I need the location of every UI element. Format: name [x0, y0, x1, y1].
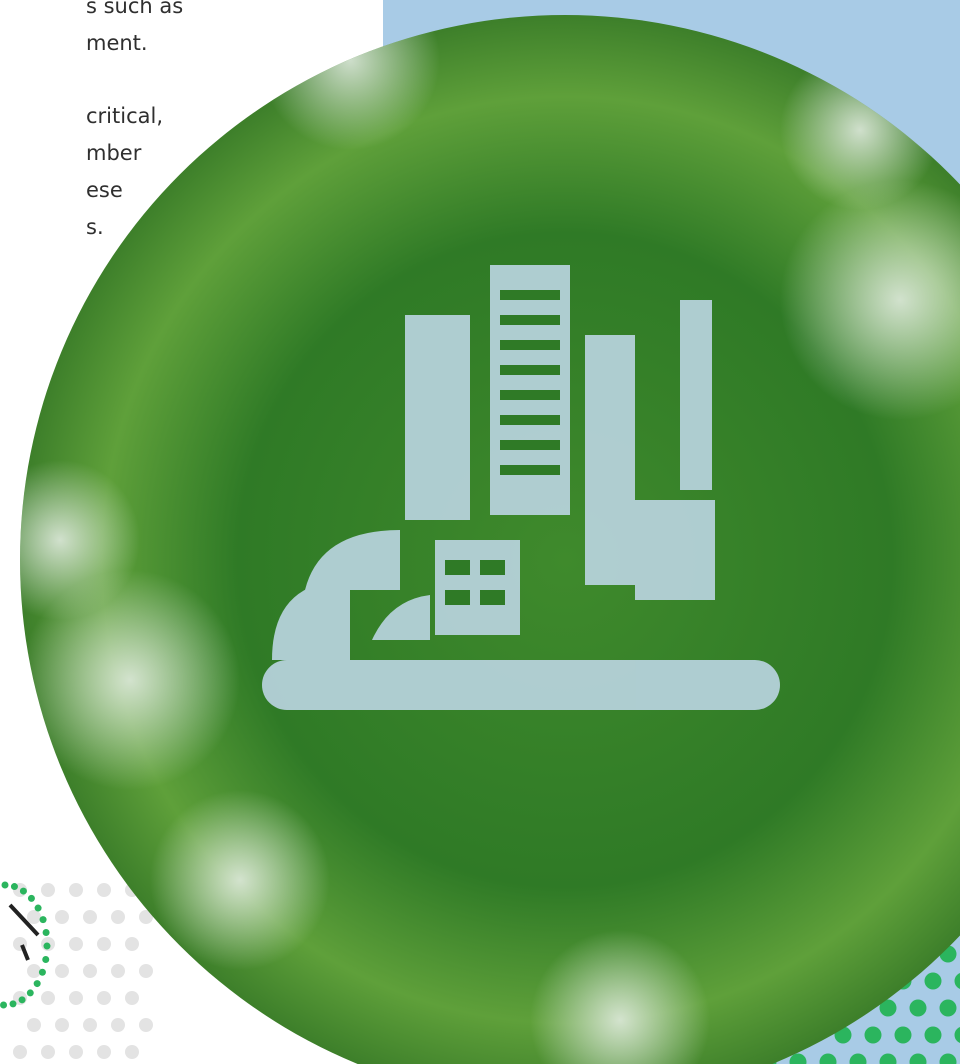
text-line: mber — [86, 141, 142, 165]
dot — [97, 883, 111, 897]
gray-dots — [13, 883, 153, 1059]
dot — [111, 910, 125, 924]
dot — [954, 973, 960, 989]
dot — [939, 1053, 957, 1064]
dot — [789, 1053, 807, 1064]
dot — [34, 904, 42, 912]
dot — [69, 991, 83, 1005]
dot — [69, 1045, 83, 1059]
text-line: ese — [86, 178, 123, 202]
dot — [27, 894, 35, 902]
dot — [139, 910, 153, 924]
dot — [83, 910, 97, 924]
dot — [19, 887, 27, 895]
badge-icon — [0, 881, 51, 1009]
dot — [69, 883, 83, 897]
dot — [55, 1018, 69, 1032]
dot — [38, 968, 46, 976]
dot — [97, 937, 111, 951]
dot — [125, 937, 139, 951]
dot — [9, 1000, 17, 1008]
dot — [0, 1001, 8, 1009]
dot — [139, 964, 153, 978]
dot — [69, 937, 83, 951]
dot — [1, 881, 9, 889]
dot — [26, 989, 34, 997]
dot — [41, 991, 55, 1005]
dot — [27, 1018, 41, 1032]
dot — [10, 883, 18, 891]
dot — [879, 1053, 897, 1064]
dot — [41, 883, 55, 897]
dot — [43, 942, 51, 950]
text-line: s such as — [86, 0, 184, 18]
dot — [909, 1053, 927, 1064]
text-line: ment. — [86, 31, 148, 55]
dot — [125, 1045, 139, 1059]
dot — [909, 999, 927, 1017]
dot — [939, 999, 957, 1017]
dot — [42, 929, 50, 937]
dot — [111, 1018, 125, 1032]
dot — [27, 910, 41, 924]
dot — [819, 1053, 837, 1064]
dot — [879, 999, 897, 1017]
dot — [55, 964, 69, 978]
dot — [924, 1026, 942, 1044]
dot — [125, 991, 139, 1005]
dot — [55, 910, 69, 924]
dot — [924, 972, 942, 990]
dot — [111, 964, 125, 978]
dot — [864, 1026, 882, 1044]
dot — [42, 956, 50, 964]
dot — [27, 964, 41, 978]
dot — [39, 916, 47, 924]
dot — [97, 991, 111, 1005]
dot — [849, 1053, 867, 1064]
dot — [954, 1027, 960, 1043]
dot — [33, 980, 41, 988]
body-text: s such as ment. critical, mber ese s. — [86, 0, 386, 246]
dot — [18, 996, 26, 1004]
dot — [894, 1026, 912, 1044]
text-line: critical, — [86, 104, 164, 128]
dot — [13, 1045, 27, 1059]
dot — [83, 964, 97, 978]
dot — [139, 1018, 153, 1032]
dot — [41, 1045, 55, 1059]
dot — [97, 1045, 111, 1059]
dot — [83, 1018, 97, 1032]
text-line: s. — [86, 215, 104, 239]
